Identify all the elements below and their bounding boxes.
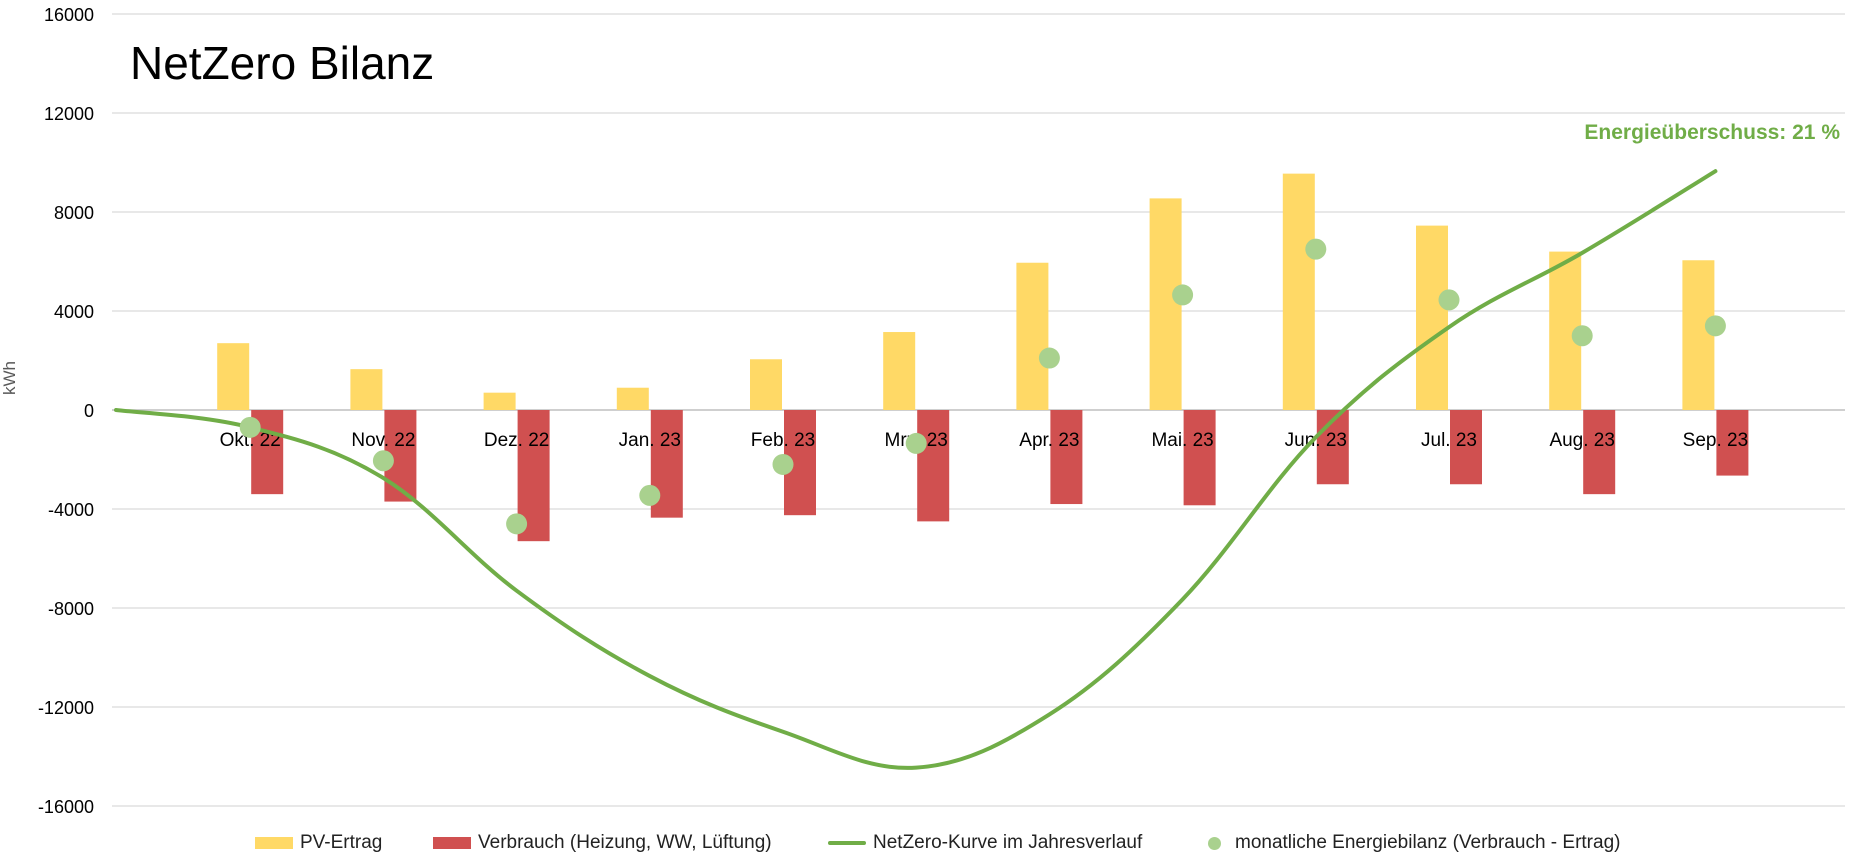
y-tick-label: 8000 (54, 203, 94, 223)
legend-item-netzero: NetZero-Kurve im Jahresverlauf (828, 832, 1142, 854)
y-tick-label: -16000 (38, 797, 94, 817)
pv-bar (483, 392, 516, 410)
verbrauch-bar (1450, 410, 1482, 485)
balance-dot (1305, 238, 1327, 260)
pv-bar (1682, 260, 1715, 410)
y-tick-label: 12000 (44, 104, 94, 124)
balance-dot (1571, 325, 1593, 347)
surplus-annotation: Energieüberschuss: 21 % (1584, 121, 1840, 144)
balance-dot (506, 513, 528, 535)
legend-swatch-pv (255, 837, 293, 849)
x-tick-label: Feb. 23 (751, 430, 815, 451)
legend-label-pv: PV-Ertrag (300, 832, 383, 853)
x-tick-label: Mai. 23 (1151, 430, 1213, 451)
legend-label-balance: monatliche Energiebilanz (Verbrauch - Er… (1235, 832, 1621, 853)
legend-item-balance: monatliche Energiebilanz (Verbrauch - Er… (1196, 832, 1620, 854)
legend: PV-Ertrag Verbrauch (Heizung, WW, Lüftun… (0, 832, 1856, 856)
y-tick-label: -12000 (38, 698, 94, 718)
balance-dot (639, 484, 661, 506)
x-tick-label: Jan. 23 (619, 430, 681, 451)
pv-bar (750, 359, 782, 410)
legend-item-verbrauch: Verbrauch (Heizung, WW, Lüftung) (433, 832, 772, 854)
pv-bar (616, 387, 649, 410)
legend-label-netzero: NetZero-Kurve im Jahresverlauf (873, 832, 1143, 853)
pv-bar (350, 369, 383, 410)
x-tick-label: Jun. 23 (1285, 430, 1347, 451)
pv-bar (217, 343, 250, 410)
y-tick-labels: 16000 12000 8000 4000 0 -4000 -8000 -12000 -1600… (38, 5, 94, 817)
balance-dot (239, 416, 261, 438)
balance-dot (905, 432, 927, 454)
y-axis-label: kWh (0, 361, 19, 395)
balance-dot (1438, 289, 1460, 311)
verbrauch-bar (1583, 410, 1616, 495)
energy-balance-dots (239, 238, 1726, 535)
pv-bar (1416, 225, 1448, 410)
y-tick-label: 16000 (44, 5, 94, 25)
verbrauch-bar (917, 410, 950, 522)
chart-title: NetZero Bilanz (130, 37, 435, 89)
x-tick-labels: Okt. 22 Nov. 22 Dez. 22 Jan. 23 Feb. 23 Mrz. … (220, 430, 1749, 451)
x-tick-label: Aug. 23 (1549, 430, 1615, 451)
legend-swatch-netzero (828, 841, 866, 845)
legend-item-pv: PV-Ertrag (255, 832, 382, 854)
x-tick-label: Sep. 23 (1683, 430, 1749, 451)
y-tick-label: -4000 (48, 500, 94, 520)
y-tick-label: 0 (84, 401, 94, 421)
netzero-line-series (114, 169, 1718, 770)
x-tick-label: Jul. 23 (1421, 430, 1477, 451)
legend-swatch-verbrauch (433, 837, 471, 849)
balance-dot (372, 450, 394, 472)
balance-dot (1038, 347, 1060, 369)
pv-bar (1016, 262, 1049, 410)
verbrauch-bar (1716, 410, 1749, 476)
verbrauch-bar (1050, 410, 1083, 505)
x-tick-label: Dez. 22 (484, 430, 549, 451)
bar-series (217, 173, 1749, 542)
y-tick-label: 4000 (54, 302, 94, 322)
y-tick-label: -8000 (48, 599, 94, 619)
x-tick-label: Okt. 22 (220, 430, 281, 451)
legend-swatch-balance (1208, 836, 1221, 850)
x-tick-label: Nov. 22 (351, 430, 415, 451)
pv-bar (1282, 173, 1315, 410)
balance-dot (1704, 315, 1726, 337)
pv-bar (1149, 198, 1182, 410)
balance-dot (772, 453, 794, 475)
balance-dot (1172, 284, 1194, 306)
verbrauch-bar (1183, 410, 1216, 506)
legend-label-verbrauch: Verbrauch (Heizung, WW, Lüftung) (478, 832, 772, 853)
netzero-curve (114, 169, 1718, 770)
pv-bar (883, 332, 916, 410)
x-tick-label: Apr. 23 (1019, 430, 1079, 451)
